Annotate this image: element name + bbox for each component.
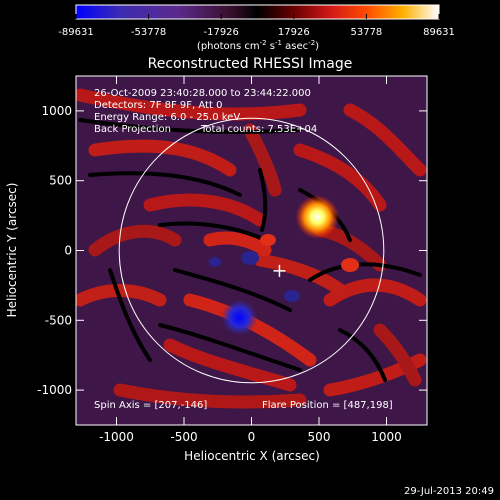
annotations: 26-Oct-2009 23:40:28.000 to 23:44:22.000…	[94, 88, 393, 411]
bright-source	[295, 194, 340, 239]
colorbar-ticks: -89631 -53778 -17926 17926 53778 89631	[58, 14, 455, 38]
colorbar-tick-label: 53778	[350, 27, 382, 38]
time-range-text: 26-Oct-2009 23:40:28.000 to 23:44:22.000	[94, 88, 311, 99]
colorbar	[75, 4, 440, 20]
x-tick-label: 0	[248, 430, 256, 444]
negative-source	[221, 299, 258, 336]
x-tick-label: 1000	[371, 430, 402, 444]
y-tick-label: 500	[49, 174, 72, 188]
y-tick-label: 1000	[41, 104, 72, 118]
energy-range-text: Energy Range: 6.0 - 25.0 keV	[94, 112, 240, 123]
colorbar-units-label: (photons cm-2 s-1 asec-2)	[197, 39, 319, 52]
y-tick-label: 0	[64, 244, 72, 258]
total-counts-text: Total counts: 7.53E+04	[200, 124, 317, 135]
plot-date: 29-Jul-2013 20:49	[404, 486, 494, 497]
colorbar-tick-label: 89631	[423, 27, 455, 38]
chart-title: Reconstructed RHESSI Image	[148, 56, 353, 72]
x-tick-label: -1000	[99, 430, 134, 444]
zero-contours	[78, 118, 422, 382]
detectors-text: Detectors: 7F 8F 9F, Att 0	[94, 100, 222, 111]
y-tick-label: -1000	[37, 383, 72, 397]
x-tick-label: 500	[308, 430, 331, 444]
spin-axis-text: Spin Axis = [207,-146]	[94, 400, 207, 411]
colorbar-tick-label: -89631	[58, 27, 93, 38]
x-axis-label: Heliocentric X (arcsec)	[184, 449, 320, 463]
x-tick-label: -500	[170, 430, 197, 444]
method-text: Back Projection	[94, 124, 171, 135]
colorbar-tick-label: -53778	[131, 27, 166, 38]
spin-axis-marker	[273, 264, 286, 277]
solar-limb	[118, 117, 385, 384]
y-axis: 1000 500 0 -500 -1000	[37, 104, 427, 397]
colorbar-tick-label: 17926	[278, 27, 310, 38]
x-axis: -1000 -500 0 500 1000	[99, 76, 402, 444]
colorbar-tick-label: -17926	[203, 27, 238, 38]
image-area	[76, 76, 427, 425]
y-tick-label: -500	[45, 313, 72, 327]
flare-position-text: Flare Position = [487,198]	[262, 400, 393, 411]
negative-lobes	[209, 251, 300, 302]
y-axis-label: Heliocentric Y (arcsec)	[5, 183, 19, 318]
